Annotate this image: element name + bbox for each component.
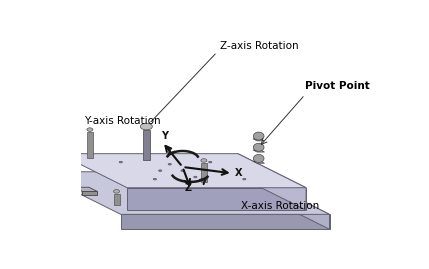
Polygon shape: [142, 130, 150, 160]
Text: Y: Y: [161, 131, 168, 141]
Ellipse shape: [203, 170, 206, 171]
Polygon shape: [201, 163, 207, 182]
Polygon shape: [253, 161, 265, 163]
Ellipse shape: [159, 170, 162, 171]
Text: X: X: [235, 168, 243, 178]
Ellipse shape: [243, 178, 246, 180]
Polygon shape: [127, 188, 306, 210]
Ellipse shape: [254, 154, 264, 162]
Ellipse shape: [254, 143, 264, 151]
Ellipse shape: [194, 176, 197, 178]
Ellipse shape: [114, 190, 120, 193]
Ellipse shape: [87, 128, 93, 131]
Text: Y-axis Rotation: Y-axis Rotation: [84, 116, 161, 126]
Polygon shape: [238, 154, 306, 210]
Ellipse shape: [140, 123, 152, 130]
Text: X-axis Rotation: X-axis Rotation: [241, 201, 319, 211]
Ellipse shape: [153, 178, 157, 180]
Ellipse shape: [201, 159, 207, 162]
Polygon shape: [253, 139, 265, 141]
Ellipse shape: [168, 164, 171, 165]
Text: Pivot Point: Pivot Point: [305, 81, 370, 91]
Text: Z: Z: [184, 183, 191, 193]
Polygon shape: [245, 172, 329, 229]
Polygon shape: [74, 187, 97, 192]
Polygon shape: [36, 172, 329, 214]
Polygon shape: [253, 150, 265, 152]
Polygon shape: [82, 192, 97, 195]
Polygon shape: [121, 214, 329, 229]
Polygon shape: [59, 154, 306, 188]
Ellipse shape: [181, 170, 184, 171]
Ellipse shape: [208, 161, 212, 163]
Polygon shape: [114, 194, 120, 205]
Polygon shape: [88, 132, 94, 158]
Text: Z-axis Rotation: Z-axis Rotation: [220, 41, 299, 51]
Ellipse shape: [254, 132, 264, 140]
Ellipse shape: [119, 161, 122, 163]
